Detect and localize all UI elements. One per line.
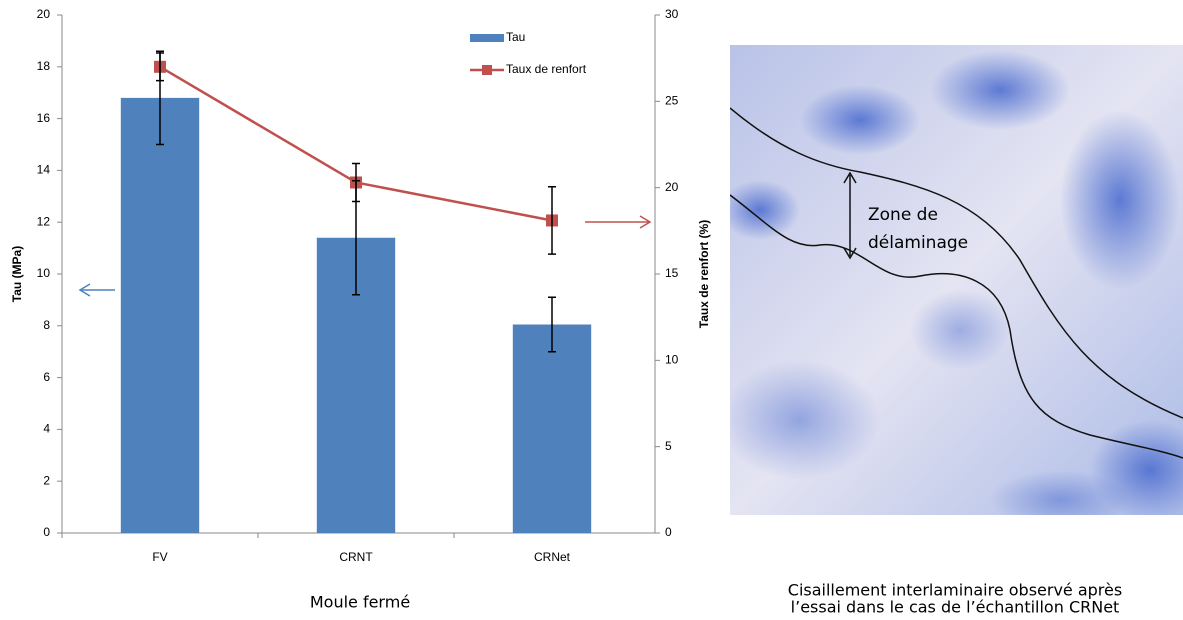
blob: [730, 360, 880, 480]
arrow-head: [843, 171, 857, 260]
y-tick-label: 10: [37, 266, 51, 280]
error-bar: [156, 52, 164, 82]
y-tick-label: 18: [37, 59, 51, 73]
blob: [730, 180, 800, 240]
error-bar: [548, 186, 556, 255]
x-tick-label: FV: [152, 550, 167, 564]
blob: [1060, 110, 1180, 290]
bar: [120, 97, 200, 533]
y-tick-label: 2: [43, 473, 50, 487]
y2-tick-label: 20: [665, 180, 679, 194]
legend-label: Tau: [506, 30, 525, 44]
y2-tick-label: 10: [665, 353, 679, 367]
blob: [930, 50, 1070, 130]
axis-pointer: [639, 215, 652, 229]
y-tick-label: 14: [37, 163, 51, 177]
boundary-curve: [730, 194, 1183, 459]
error-bar: [352, 162, 360, 203]
y2-tick-label: 15: [665, 266, 679, 280]
blob: [990, 470, 1130, 515]
axis-pointer: [78, 283, 91, 297]
y-tick-label: 8: [43, 318, 50, 332]
y-tick-label: 16: [37, 111, 51, 125]
y-tick-label: 12: [37, 214, 51, 228]
y2-tick-label: 25: [665, 94, 679, 108]
y-axis-title: Tau (MPa): [10, 246, 24, 302]
legend-swatch: [482, 65, 492, 75]
y2-axis-title: Taux de renfort (%): [697, 220, 711, 328]
y-tick-label: 4: [43, 422, 50, 436]
bar: [512, 324, 592, 533]
zone-label: délaminage: [868, 233, 968, 253]
x-tick-label: CRNet: [534, 550, 571, 564]
error-bar: [548, 296, 556, 353]
caption: l’essai dans le cas de l’échantillon CRN…: [791, 598, 1120, 616]
y2-tick-label: 0: [665, 525, 672, 539]
legend-label: Taux de renfort: [506, 62, 587, 76]
y-tick-label: 20: [37, 7, 51, 21]
blob: [910, 290, 1010, 370]
zone-label: Zone de: [868, 205, 938, 225]
blob: [800, 85, 920, 155]
x-tick-label: CRNT: [339, 550, 373, 564]
y-tick-label: 0: [43, 525, 50, 539]
legend-swatch: [470, 34, 504, 42]
y-tick-label: 6: [43, 370, 50, 384]
photo: Zone de délaminage: [730, 45, 1183, 515]
boundary-curve: [730, 107, 1183, 419]
x-axis-title: Moule fermé: [310, 593, 410, 612]
caption: Cisaillement interlaminaire observé aprè…: [788, 581, 1122, 600]
y2-tick-label: 30: [665, 7, 679, 21]
y2-tick-label: 5: [665, 439, 672, 453]
